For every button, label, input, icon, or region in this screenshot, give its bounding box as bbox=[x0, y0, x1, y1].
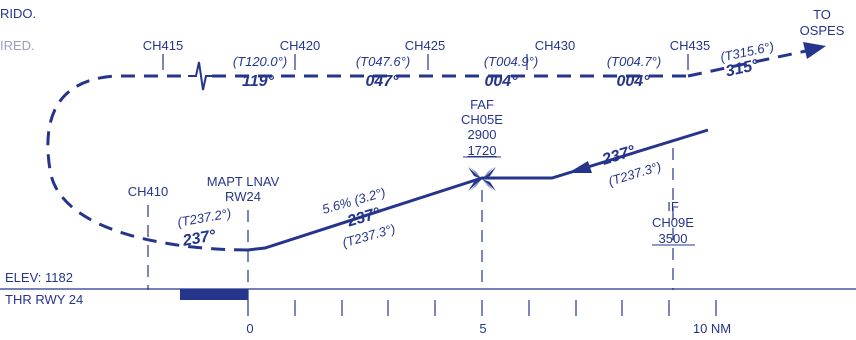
faf-label: FAF bbox=[470, 97, 494, 112]
runway-bar bbox=[180, 289, 248, 300]
initial-leg-course: 237° bbox=[180, 227, 217, 250]
mapt-label-line1: MAPT LNAV bbox=[207, 174, 280, 189]
missed-approach-climb-to-ospes bbox=[687, 49, 807, 78]
inbound-arrow-icon bbox=[568, 161, 592, 173]
destination-label: OSPES bbox=[800, 23, 845, 38]
leg4-course: 004° bbox=[616, 73, 650, 90]
leg1-true-course: (T120.0°) bbox=[233, 54, 287, 69]
fix-label-ch435: CH435 bbox=[670, 38, 710, 53]
if-altitude: 3500 bbox=[659, 231, 688, 246]
leg3-true-course: (T004.9°) bbox=[484, 54, 538, 69]
leg5-course: 315° bbox=[724, 57, 760, 81]
cropped-text-top: RIDO. bbox=[0, 6, 36, 21]
faf-fix-label: CH05E bbox=[461, 112, 503, 127]
faf-height: 1720 bbox=[468, 143, 497, 158]
faf-altitude: 2900 bbox=[468, 127, 497, 142]
leg4-true-course: (T004.7°) bbox=[607, 54, 661, 69]
missed-approach-loop bbox=[46, 74, 249, 252]
elevation-label: ELEV: 1182 bbox=[5, 270, 73, 285]
chart-break-symbol bbox=[188, 61, 212, 91]
if-label: IF bbox=[667, 199, 679, 214]
scale-label-0: 0 bbox=[246, 321, 253, 336]
leg1-course: 119° bbox=[242, 73, 275, 90]
threshold-label: THR RWY 24 bbox=[5, 292, 83, 307]
final-approach-path bbox=[247, 128, 709, 252]
intermediate-leg-course: 237° bbox=[599, 143, 637, 169]
if-fix-label: CH09E bbox=[652, 215, 694, 230]
top-fix-ticks bbox=[162, 54, 689, 70]
fix-label-ch420: CH420 bbox=[280, 38, 320, 53]
fix-label-ch430: CH430 bbox=[535, 38, 575, 53]
cropped-text-second: IRED. bbox=[0, 38, 35, 53]
missed-approach-track bbox=[46, 49, 807, 252]
to-label: TO bbox=[813, 7, 831, 22]
ch410-label: CH410 bbox=[128, 184, 168, 199]
scale-label-10: 10 NM bbox=[693, 321, 731, 336]
arrow-to-ospes-icon bbox=[803, 42, 826, 59]
faf-cross-icon bbox=[468, 167, 496, 191]
fix-label-ch415: CH415 bbox=[143, 38, 183, 53]
initial-leg-true-course: (T237.2°) bbox=[176, 205, 232, 229]
vertical-fix-lines bbox=[147, 148, 674, 290]
scale-label-5: 5 bbox=[479, 321, 486, 336]
distance-scale bbox=[247, 289, 717, 316]
approach-path bbox=[247, 128, 709, 252]
leg2-course: 047° bbox=[365, 73, 399, 90]
fix-label-ch425: CH425 bbox=[405, 38, 445, 53]
mapt-label-line2: RW24 bbox=[225, 189, 261, 204]
leg2-true-course: (T047.6°) bbox=[356, 54, 410, 69]
leg3-course: 004° bbox=[484, 73, 518, 90]
